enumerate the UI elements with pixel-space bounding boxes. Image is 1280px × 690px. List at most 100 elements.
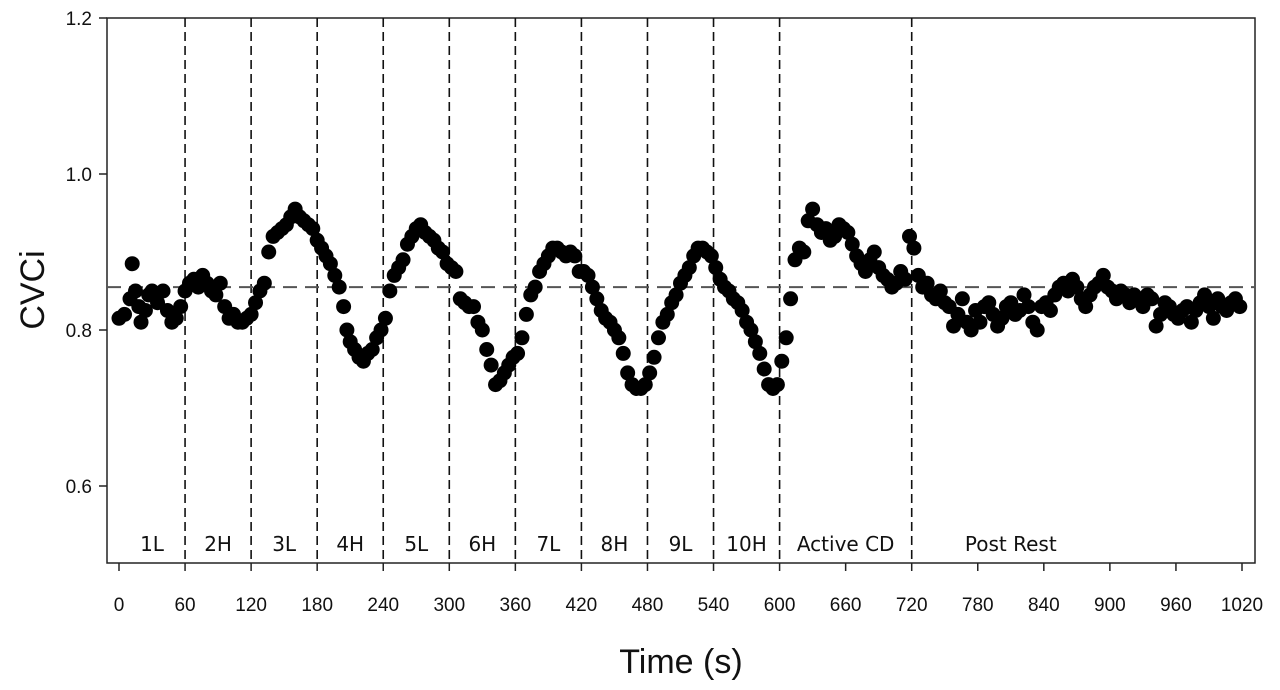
x-tick-label: 480 [632, 595, 664, 616]
data-point [756, 361, 772, 377]
phase-boundaries [184, 18, 913, 563]
data-point [1148, 318, 1164, 334]
data-point [261, 244, 277, 260]
data-point [1020, 299, 1036, 315]
data-point [137, 303, 153, 318]
phase-label: 1L [140, 532, 165, 556]
phase-label: 10H [726, 532, 767, 556]
data-point [734, 303, 750, 318]
data-point [796, 244, 812, 260]
data-point [435, 244, 451, 260]
data-point [708, 260, 724, 276]
data-point [981, 295, 997, 311]
data-point [1197, 287, 1213, 303]
data-point [783, 291, 799, 307]
data-point [514, 330, 530, 346]
data-point [769, 377, 785, 393]
data-point [155, 283, 171, 299]
phase-labels: 1L 2H 3L 4H 5L 6H 7L 8H 9L 10H Active CD Post Rest [140, 532, 1057, 556]
data-point [527, 279, 543, 295]
x-tick-label: 960 [1160, 595, 1192, 616]
data-point [743, 322, 759, 338]
data-point [703, 248, 719, 264]
data-point [474, 322, 490, 338]
data-point [256, 275, 272, 291]
data-point [448, 264, 464, 279]
data-point [897, 271, 913, 287]
data-point [128, 283, 144, 299]
x-tick-label: 360 [500, 595, 532, 616]
phase-label: 7L [536, 532, 561, 556]
data-point [906, 240, 922, 256]
data-point [1016, 287, 1032, 303]
data-point [637, 377, 653, 393]
phase-label: Post Rest [965, 532, 1057, 556]
data-point [1095, 267, 1111, 283]
data-point [584, 279, 600, 295]
y-axis-ticks: 0.6 0.8 1.0 1.2 [66, 9, 107, 498]
y-axis-title: CVCi [14, 250, 52, 329]
phase-label: 6H [468, 532, 496, 556]
data-point [840, 225, 856, 240]
y-tick-label: 1.0 [66, 165, 92, 186]
data-point [994, 310, 1010, 326]
data-point [1144, 291, 1160, 307]
data-point [483, 357, 499, 373]
data-point [510, 345, 526, 361]
data-point [331, 279, 347, 295]
x-tick-label: 1020 [1221, 595, 1263, 616]
plot-frame [106, 17, 1256, 564]
data-point [377, 310, 393, 326]
data-point [173, 299, 189, 315]
x-tick-label: 780 [962, 595, 994, 616]
data-point [373, 322, 389, 338]
data-point [168, 310, 184, 326]
data-point [866, 244, 882, 260]
data-point [339, 322, 355, 338]
data-point [567, 248, 583, 264]
data-point [395, 252, 411, 268]
data-point [124, 256, 140, 272]
x-tick-label: 240 [367, 595, 399, 616]
data-point [1078, 299, 1094, 315]
data-points [111, 201, 1248, 396]
data-point [518, 306, 534, 322]
x-tick-label: 180 [301, 595, 333, 616]
data-point [650, 330, 666, 346]
phase-label: 9L [669, 532, 694, 556]
data-point [778, 330, 794, 346]
x-tick-label: 0 [114, 595, 125, 616]
data-point [919, 275, 935, 291]
data-point [946, 318, 962, 334]
phase-label: 8H [601, 532, 629, 556]
data-point [305, 221, 321, 237]
data-point [681, 260, 697, 276]
data-point [954, 291, 970, 307]
data-point [857, 264, 873, 279]
data-point [117, 306, 133, 322]
data-point [212, 275, 228, 291]
x-tick-label: 300 [433, 595, 465, 616]
data-point [208, 287, 224, 303]
data-point [932, 283, 948, 299]
y-tick-label: 1.2 [66, 9, 92, 30]
data-point [243, 306, 259, 322]
data-point [382, 283, 398, 299]
data-point [1232, 299, 1248, 315]
data-point [144, 283, 160, 299]
data-point [336, 299, 352, 315]
phase-label: 3L [272, 532, 297, 556]
data-point [1069, 279, 1085, 295]
data-point [580, 267, 596, 283]
data-point [248, 295, 264, 311]
x-tick-label: 660 [830, 595, 862, 616]
y-tick-label: 0.6 [66, 477, 92, 498]
x-tick-label: 120 [235, 595, 267, 616]
data-point [615, 345, 631, 361]
data-point [479, 342, 495, 357]
data-point [1183, 314, 1199, 330]
x-tick-label: 900 [1094, 595, 1126, 616]
data-point [902, 228, 918, 244]
data-point [364, 342, 380, 357]
data-point [589, 291, 605, 307]
